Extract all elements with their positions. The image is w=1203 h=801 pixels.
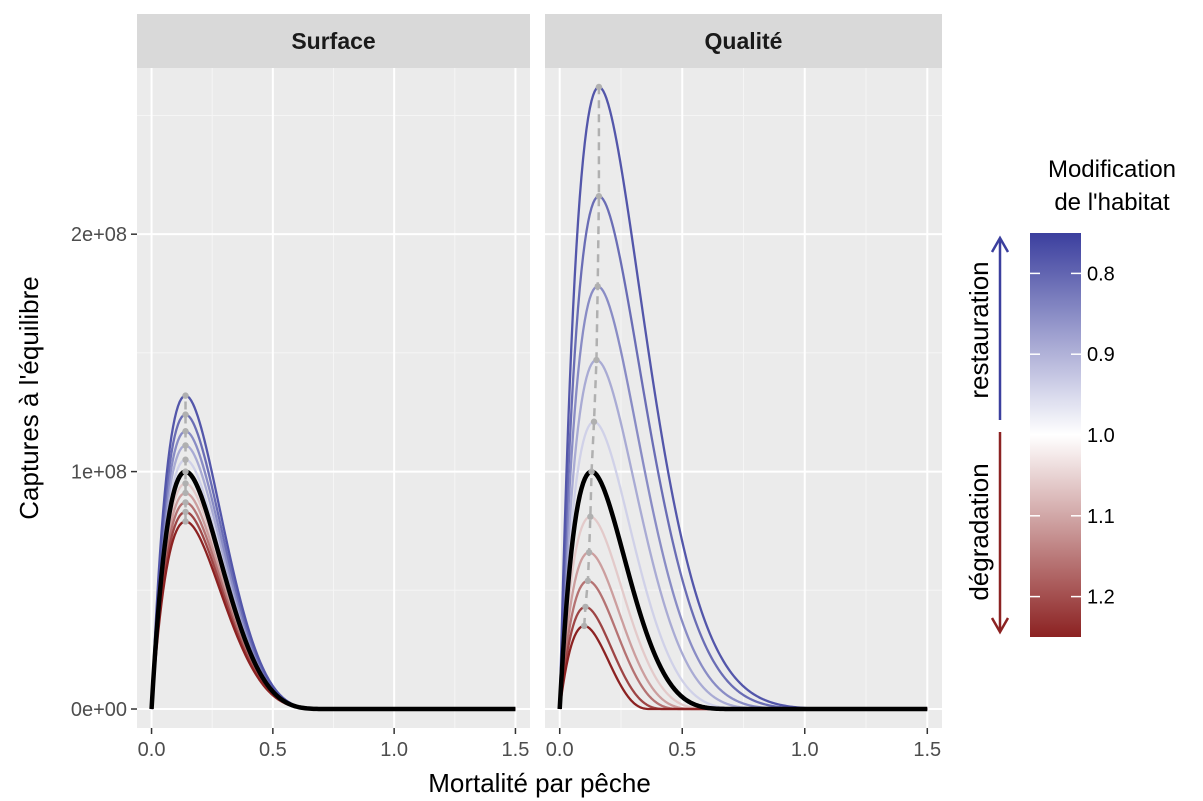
baseline-line [557,469,928,712]
optimum-point [182,518,189,525]
legend-tick-label: 0.8 [1087,263,1115,285]
panel-strip [137,14,530,68]
x-tick-label: 1.5 [913,739,941,761]
x-tick-label: 0.5 [668,739,696,761]
optimum-point [585,549,593,556]
legend-tick-label: 1.2 [1087,587,1115,609]
restoration-arrow-head [990,235,1010,253]
x-tick-label: 0.0 [138,739,166,761]
legend-title: de l'habitat [1054,189,1170,216]
restoration-label: restauration [964,261,994,398]
optimum-point [182,468,189,475]
optimum-point [593,356,600,364]
x-tick-label: 0.5 [259,739,287,761]
panel-0: Surface 0.0 0.5 1.0 1.5 [137,14,530,761]
optimum-point [182,392,189,399]
panel-strip [545,14,942,68]
optimum-point [590,418,598,425]
optimum-point [595,83,603,91]
optimum-point [595,193,603,200]
optimum-point [182,499,189,506]
panel-title: Surface [291,28,375,54]
legend: Modification de l'habitat 0.8 0.9 1.0 1.1 1.2 r… [964,156,1176,637]
optimum-point [182,508,189,516]
x-axis-title: Mortalité par pêche [428,768,651,798]
y-axis-title: Captures à l'équilibre [14,276,44,519]
optimum-point [581,622,588,630]
optimum-point [182,442,189,449]
optimum-point [582,603,589,611]
panel-1: Qualité 0.0 0.5 1.0 1.5 [545,14,942,761]
optimum-point [588,468,595,475]
legend-tick-label: 1.1 [1087,506,1115,528]
degradation-label: dégradation [964,463,994,600]
x-tick-label: 1.0 [791,739,819,761]
legend-tick-label: 1.0 [1087,425,1115,447]
optimum-point [182,411,189,418]
y-tick-label: 0e+00 [71,699,127,721]
optimum-point [182,489,189,497]
legend-title: Modification [1048,156,1176,183]
panel-title: Qualité [705,28,783,54]
y-tick-label: 1e+08 [71,462,127,484]
y-tick-label: 2e+08 [71,224,127,246]
optimum-point [182,428,189,435]
x-tick-label: 0.0 [546,739,574,761]
legend-tick-label: 0.9 [1087,344,1115,366]
x-tick-label: 1.0 [380,739,408,761]
optimum-point [587,513,594,520]
optimum-point [594,283,601,290]
optimum-point [584,577,592,585]
baseline-line [149,469,517,712]
x-tick-label: 1.5 [502,739,530,761]
optimum-point [182,480,189,487]
optimum-point [182,456,189,463]
degradation-arrow-head [990,617,1010,635]
